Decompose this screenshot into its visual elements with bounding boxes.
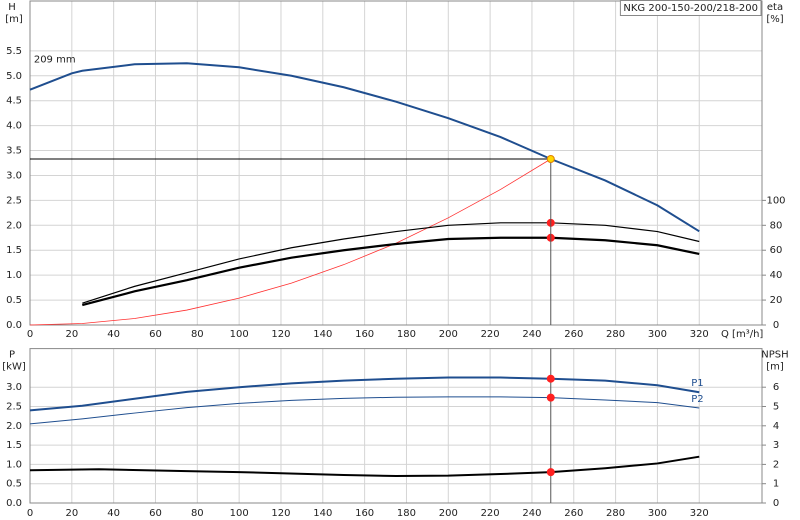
y-tick-label: 4.5 — [6, 96, 22, 107]
y-tick-label: 3.5 — [6, 146, 22, 157]
x-tick-label: 100 — [230, 329, 249, 340]
data-line — [29, 62, 700, 233]
data-line — [29, 396, 700, 425]
x-tick-label: 0 — [27, 508, 33, 519]
y-tick-label: 5.5 — [6, 46, 22, 57]
y2-tick-label: 0 — [773, 320, 779, 331]
x-tick-label: 80 — [191, 329, 204, 340]
y-tick-label: 2.5 — [6, 402, 22, 413]
y-tick-label: 3.0 — [6, 382, 22, 393]
x-tick-label: 220 — [481, 329, 500, 340]
series-label: 209 mm — [34, 54, 76, 65]
y-tick-label: 3.0 — [6, 170, 22, 181]
y-tick-label: 1.5 — [6, 440, 22, 451]
y-axis-label: P — [9, 350, 15, 361]
y-tick-label: 5.0 — [6, 71, 22, 82]
data-point — [546, 393, 555, 402]
x-tick-label: 320 — [690, 329, 709, 340]
data-line — [29, 455, 700, 477]
y2-tick-label: 80 — [770, 220, 783, 231]
y-tick-label: 0.0 — [6, 498, 22, 509]
data-line — [82, 236, 700, 307]
y2-tick-label: 100 — [766, 195, 785, 206]
x-tick-label: 40 — [107, 329, 120, 340]
x-tick-label: 80 — [191, 508, 204, 519]
y-tick-label: 2.5 — [6, 195, 22, 206]
y2-tick-label: 3 — [773, 440, 779, 451]
x-tick-label: 240 — [522, 329, 541, 340]
x-tick-label: 280 — [606, 329, 625, 340]
x-tick-label: 160 — [355, 508, 374, 519]
y2-tick-label: 4 — [773, 421, 779, 432]
x-tick-label: 160 — [355, 329, 374, 340]
series-label: P1 — [691, 378, 703, 389]
x-tick-label: 260 — [564, 329, 583, 340]
y-tick-label: 2.0 — [6, 421, 22, 432]
x-tick-label: 120 — [271, 508, 290, 519]
y2-tick-label: 0 — [773, 498, 779, 509]
y-tick-label: 0.0 — [6, 320, 22, 331]
x-tick-label: 120 — [271, 329, 290, 340]
y-axis-label: H — [8, 2, 16, 13]
x-tick-label: 280 — [606, 508, 625, 519]
y2-tick-label: 40 — [770, 270, 783, 281]
x-tick-label: 300 — [648, 508, 667, 519]
y2-tick-label: 20 — [770, 295, 783, 306]
series-label: P2 — [691, 394, 703, 405]
y2-tick-label: 60 — [770, 245, 783, 256]
y-axis-label: [kW] — [2, 362, 26, 373]
y2-tick-label: 6 — [773, 382, 779, 393]
y2-tick-label: 2 — [773, 459, 779, 470]
data-line — [82, 222, 700, 304]
y-tick-label: 0.5 — [6, 295, 22, 306]
plot-frame — [29, 348, 763, 504]
y2-axis-label: [%] — [766, 14, 783, 25]
y2-tick-label: 5 — [773, 402, 779, 413]
y-tick-label: 1.0 — [6, 270, 22, 281]
x-tick-label: 60 — [149, 508, 162, 519]
x-tick-label: 100 — [230, 508, 249, 519]
y-tick-label: 4.0 — [6, 121, 22, 132]
plot-area — [30, 1, 762, 325]
x-tick-label: 0 — [27, 329, 33, 340]
x-tick-label: 20 — [65, 508, 78, 519]
x-tick-label: 60 — [149, 329, 162, 340]
data-line — [29, 376, 700, 412]
y-tick-label: 1.5 — [6, 245, 22, 256]
y-tick-label: 0.5 — [6, 479, 22, 490]
x-tick-label: 200 — [439, 329, 458, 340]
data-point — [546, 468, 555, 477]
x-tick-label: 20 — [65, 329, 78, 340]
y2-axis-label: eta — [767, 2, 783, 13]
y2-tick-label: 1 — [773, 479, 779, 490]
x-tick-label: 300 — [648, 329, 667, 340]
x-tick-label: 40 — [107, 508, 120, 519]
x-tick-label: 180 — [397, 508, 416, 519]
x-tick-label: 240 — [522, 508, 541, 519]
plot-frame — [29, 0, 763, 326]
chart-title: NKG 200-150-200/218-200 — [623, 3, 758, 14]
x-tick-label: 220 — [481, 508, 500, 519]
y2-axis-label: NPSH — [761, 350, 788, 361]
data-point — [546, 374, 555, 383]
x-tick-label: 140 — [313, 508, 332, 519]
y-tick-label: 2.0 — [6, 220, 22, 231]
data-point — [546, 155, 555, 164]
x-tick-label: 200 — [439, 508, 458, 519]
y2-axis-label: [m] — [766, 362, 784, 373]
x-axis-label: Q [m³/h] — [721, 329, 763, 340]
y-tick-label: 1.0 — [6, 459, 22, 470]
y-axis-label: [m] — [5, 14, 23, 25]
x-tick-label: 320 — [690, 508, 709, 519]
x-tick-label: 180 — [397, 329, 416, 340]
x-tick-label: 140 — [313, 329, 332, 340]
x-tick-label: 260 — [564, 508, 583, 519]
data-line — [29, 158, 551, 326]
title-box — [619, 0, 762, 16]
